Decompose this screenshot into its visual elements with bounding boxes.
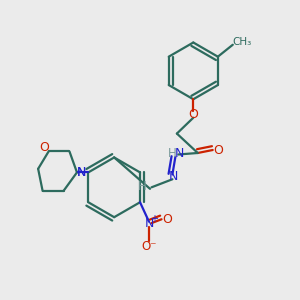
Text: O: O xyxy=(214,143,224,157)
Text: N: N xyxy=(144,217,154,230)
Text: H: H xyxy=(138,180,147,193)
Text: N: N xyxy=(169,170,178,183)
Text: N: N xyxy=(77,166,86,179)
Text: O: O xyxy=(188,108,198,121)
Text: O: O xyxy=(163,213,172,226)
Text: O: O xyxy=(39,141,49,154)
Text: N: N xyxy=(77,166,86,179)
Text: H: H xyxy=(167,147,176,160)
Text: CH₃: CH₃ xyxy=(233,37,252,47)
Text: +: + xyxy=(150,214,158,224)
Text: N: N xyxy=(175,147,184,160)
Text: O⁻: O⁻ xyxy=(141,240,157,253)
